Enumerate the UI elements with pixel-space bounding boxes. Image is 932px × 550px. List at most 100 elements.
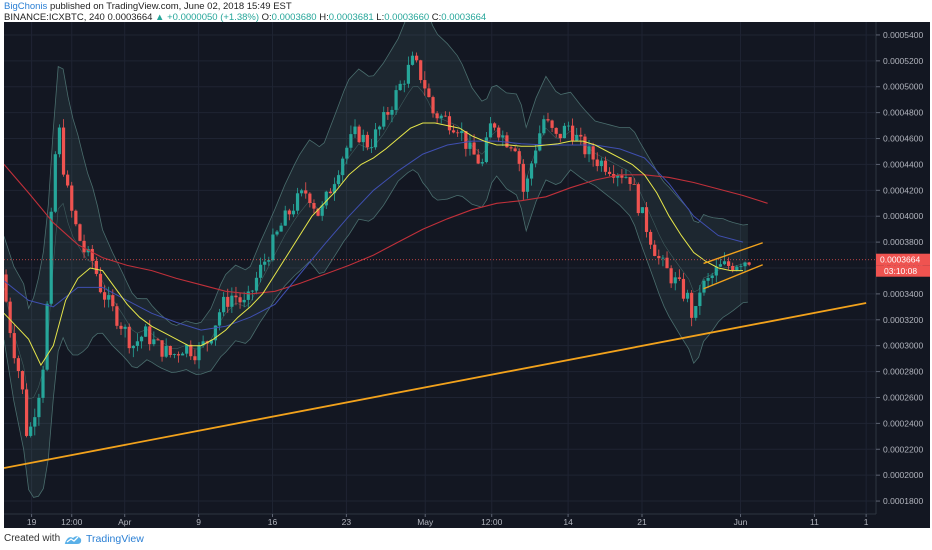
price-chart[interactable]: 0.0001800 0.0002000 0.0002200 0.0002400 0.00… xyxy=(4,22,930,528)
y-tick-label: 0.0002800 xyxy=(883,367,923,377)
candle-bear xyxy=(579,134,583,137)
candle-bull xyxy=(390,109,394,115)
candle-bear xyxy=(24,389,29,436)
candle-bull xyxy=(706,278,710,281)
candle-bear xyxy=(193,356,197,361)
candle-bull xyxy=(271,234,275,261)
candle-bear xyxy=(102,292,107,300)
candle-bull xyxy=(534,150,538,164)
chart-area[interactable]: 0.0001800 0.0002000 0.0002200 0.0002400 0.00… xyxy=(4,22,930,528)
x-tick-label: 9 xyxy=(196,517,201,527)
candle-bull xyxy=(488,123,493,138)
candle-bear xyxy=(127,326,131,349)
candle-bull xyxy=(468,142,472,149)
candle-bull xyxy=(246,291,250,300)
trendlines[interactable] xyxy=(4,242,867,469)
y-tick-label: 0.0003800 xyxy=(883,237,923,247)
change-arrow-icon: ▲ xyxy=(155,12,165,23)
candle-bull xyxy=(373,129,378,148)
candle-bull xyxy=(41,369,45,398)
candle-bear xyxy=(476,154,480,164)
price-axis[interactable]: 0.0001800 0.0002000 0.0002200 0.0002400 0.00… xyxy=(875,22,923,514)
candle-bear xyxy=(472,142,476,155)
candle-bull xyxy=(410,55,415,65)
candle-bear xyxy=(492,123,497,128)
candle-bear xyxy=(644,207,649,232)
candle-bear xyxy=(111,295,115,307)
symbol-label[interactable]: BINANCE:ICXBTC, 240 xyxy=(4,12,105,23)
candle-bull xyxy=(722,261,727,265)
author-link[interactable]: BigChonis xyxy=(4,1,48,12)
grid-lines xyxy=(4,22,876,514)
candle-bull xyxy=(562,125,566,139)
candle-bull xyxy=(107,295,111,300)
open-label: O: xyxy=(261,12,272,23)
candle-bull xyxy=(230,295,234,307)
published-text: published on TradingView.com, June 02, 2… xyxy=(49,1,292,12)
candle-bull xyxy=(185,344,189,354)
y-tick-label: 0.0004200 xyxy=(883,185,923,195)
high-value: 0.0003681 xyxy=(328,12,374,23)
candle-bull xyxy=(291,210,296,215)
ma-blue-line xyxy=(4,140,744,331)
candle-bull xyxy=(254,277,259,291)
candle-bull xyxy=(123,326,127,329)
candle-bull xyxy=(222,296,226,313)
candle-bear xyxy=(505,135,509,148)
candle-bear xyxy=(66,174,70,186)
candle-bear xyxy=(443,115,447,117)
candle-bull xyxy=(353,126,357,135)
candle-bear xyxy=(304,190,308,194)
candle-bull xyxy=(480,162,484,164)
y-tick-label: 0.0002400 xyxy=(883,418,923,428)
x-tick-label: 11 xyxy=(810,517,819,527)
candle-bull xyxy=(640,207,645,214)
candle-bull xyxy=(714,266,718,276)
candle-bull xyxy=(57,127,62,155)
low-value: 0.0003660 xyxy=(384,12,430,23)
trendline-2[interactable] xyxy=(703,264,763,290)
candle-bear xyxy=(595,159,599,167)
tradingview-brand[interactable]: TradingView xyxy=(86,533,144,545)
y-tick-label: 0.0005000 xyxy=(883,82,923,92)
candle-bear xyxy=(419,60,423,81)
candle-bear xyxy=(8,301,12,334)
candle-bull xyxy=(324,191,328,206)
candle-bull xyxy=(529,163,534,179)
candle-bear xyxy=(620,175,624,178)
time-axis[interactable]: 19 12:00 Apr 9 16 23 May 12:00 14 21 Jun 11 1 xyxy=(4,513,930,528)
candle-bull xyxy=(53,154,57,212)
candle-bull xyxy=(345,147,349,159)
candle-bear xyxy=(4,274,8,302)
candle-bull xyxy=(131,345,135,349)
trendline-0[interactable] xyxy=(4,302,867,469)
candle-bull xyxy=(542,119,546,134)
candle-bear xyxy=(427,88,431,98)
candle-bull xyxy=(398,83,402,91)
x-tick-label: 19 xyxy=(27,517,37,527)
x-tick-label: 12:00 xyxy=(61,517,83,527)
candle-bull xyxy=(267,260,271,262)
y-tick-label: 0.0003200 xyxy=(883,315,923,325)
candle-bull xyxy=(139,336,144,342)
candle-bear xyxy=(747,262,751,265)
band-lower-line xyxy=(4,169,748,498)
candle-bull xyxy=(673,277,677,284)
candle-bear xyxy=(238,297,242,303)
candle-bull xyxy=(460,131,464,134)
x-tick-label: 1 xyxy=(864,517,869,527)
candle-bear xyxy=(464,131,468,149)
candle-bear xyxy=(607,171,612,175)
y-tick-label: 0.0003400 xyxy=(883,289,923,299)
trendline-1[interactable] xyxy=(703,242,763,265)
candle-bear xyxy=(82,240,86,253)
x-tick-label: May xyxy=(417,517,434,527)
candle-bull xyxy=(258,264,263,278)
candle-bear xyxy=(328,191,332,194)
candle-bear xyxy=(657,255,661,259)
y-tick-label: 0.0002200 xyxy=(883,444,923,454)
candle-bull xyxy=(694,306,698,318)
candle-bear xyxy=(649,231,653,245)
candle-bull xyxy=(525,178,530,192)
candle-bull xyxy=(213,325,218,341)
